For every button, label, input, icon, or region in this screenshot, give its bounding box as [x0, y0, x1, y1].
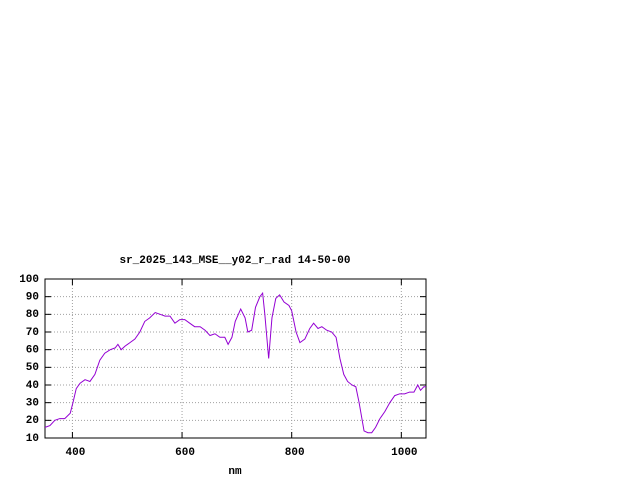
x-tick-label: 800: [285, 447, 305, 459]
y-tick-label: 80: [26, 309, 39, 321]
y-tick-label: 60: [26, 345, 39, 357]
y-tick-label: 50: [26, 362, 39, 374]
x-tick-label: 1000: [391, 447, 417, 459]
x-tick-label: 600: [175, 447, 195, 459]
y-tick-label: 20: [26, 415, 39, 427]
x-axis-label: nm: [228, 466, 242, 478]
y-tick-label: 90: [26, 292, 39, 304]
y-tick-label: 40: [26, 380, 39, 392]
y-tick-label: 100: [19, 274, 39, 286]
y-tick-label: 70: [26, 327, 39, 339]
line: [44, 291, 426, 434]
chart-title: sr_2025_143_MSE__y02_r_rad 14-50-00: [119, 255, 350, 267]
x-tick-label: 400: [66, 447, 86, 459]
y-tick-label: 30: [26, 398, 39, 410]
plot-border: [44, 278, 427, 439]
y-tick-label: 10: [26, 433, 39, 445]
